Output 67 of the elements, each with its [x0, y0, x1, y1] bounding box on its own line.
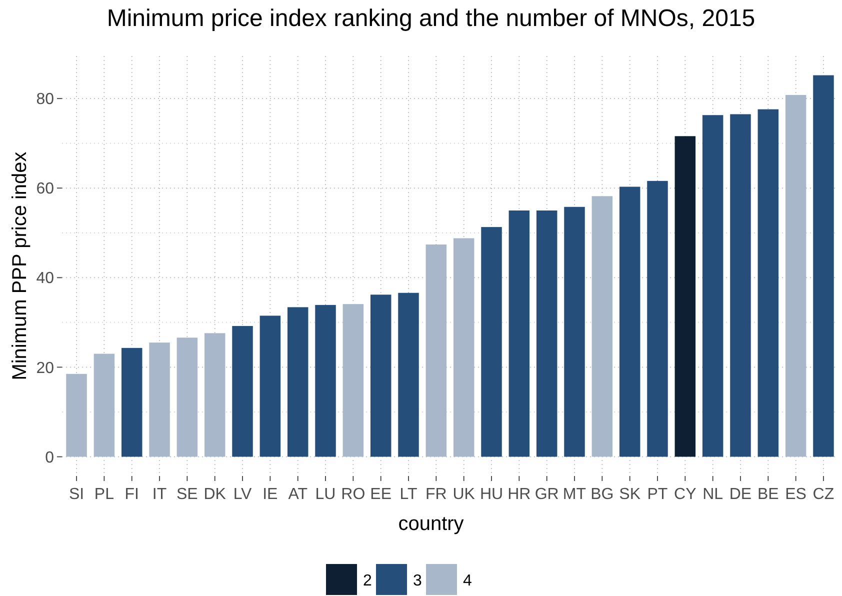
chart-title: Minimum price index ranking and the number of MNOs, 2015 — [106, 5, 756, 32]
bar — [287, 307, 308, 457]
bar — [94, 354, 115, 457]
x-tick-label: HU — [480, 486, 504, 503]
bar — [536, 210, 558, 457]
x-tick-label: FR — [426, 486, 447, 503]
bar — [370, 294, 392, 457]
x-axis-title: country — [398, 513, 464, 535]
x-tick-label: SI — [68, 486, 84, 503]
y-tick-label: 60 — [36, 180, 54, 198]
bar — [785, 94, 806, 457]
legend-label: 4 — [463, 572, 472, 590]
x-tick-label: BG — [590, 486, 614, 503]
bar — [66, 374, 87, 457]
bar — [232, 326, 253, 457]
bar — [564, 206, 585, 457]
x-tick-label: CY — [674, 486, 697, 503]
x-tick-label: SE — [176, 486, 198, 503]
bar — [260, 316, 281, 457]
x-tick-label: HR — [508, 486, 531, 503]
bar — [121, 348, 142, 457]
bar — [481, 227, 502, 457]
bar — [453, 238, 474, 457]
bar — [702, 115, 724, 457]
x-tick-label: PL — [94, 486, 114, 503]
x-tick-label: PT — [647, 486, 668, 503]
x-tick-label: AT — [288, 486, 308, 503]
x-tick-label: IE — [262, 486, 278, 503]
y-tick-label: 0 — [45, 449, 54, 466]
x-tick-label: DE — [729, 486, 752, 503]
bar — [398, 292, 419, 457]
bar — [813, 75, 834, 457]
bar — [342, 304, 364, 457]
bar — [619, 186, 640, 457]
x-tick-label: RO — [341, 486, 366, 503]
bar — [426, 244, 447, 457]
x-tick-label: SK — [619, 486, 641, 503]
y-tick-label: 20 — [36, 360, 54, 377]
bar — [204, 333, 226, 457]
bar — [592, 196, 613, 457]
x-tick-label: LU — [315, 486, 336, 503]
bar — [176, 338, 198, 457]
bar — [647, 180, 668, 457]
x-tick-label: BE — [757, 486, 779, 503]
x-tick-label: CZ — [812, 486, 834, 503]
bar — [508, 210, 530, 457]
legend-label: 2 — [363, 572, 372, 590]
bar — [730, 114, 751, 457]
x-tick-label: MT — [562, 486, 586, 503]
x-tick-label: UK — [452, 486, 476, 503]
x-tick-label: LV — [233, 486, 252, 503]
bar — [758, 109, 779, 457]
legend-label: 3 — [413, 572, 422, 590]
x-tick-label: LT — [400, 486, 418, 503]
x-tick-label: FI — [124, 486, 139, 503]
y-tick-label: 40 — [36, 270, 54, 288]
x-tick-label: NL — [702, 486, 724, 503]
bar — [315, 304, 336, 457]
y-tick-label: 80 — [36, 91, 54, 108]
x-tick-label: EE — [370, 486, 392, 503]
y-axis-title: Minimum PPP price index — [9, 152, 31, 380]
bar — [674, 136, 696, 457]
x-tick-label: IT — [152, 486, 167, 503]
x-tick-label: GR — [534, 486, 559, 503]
x-tick-label: ES — [785, 486, 806, 503]
x-tick-label: DK — [204, 486, 226, 503]
bar — [149, 342, 170, 457]
